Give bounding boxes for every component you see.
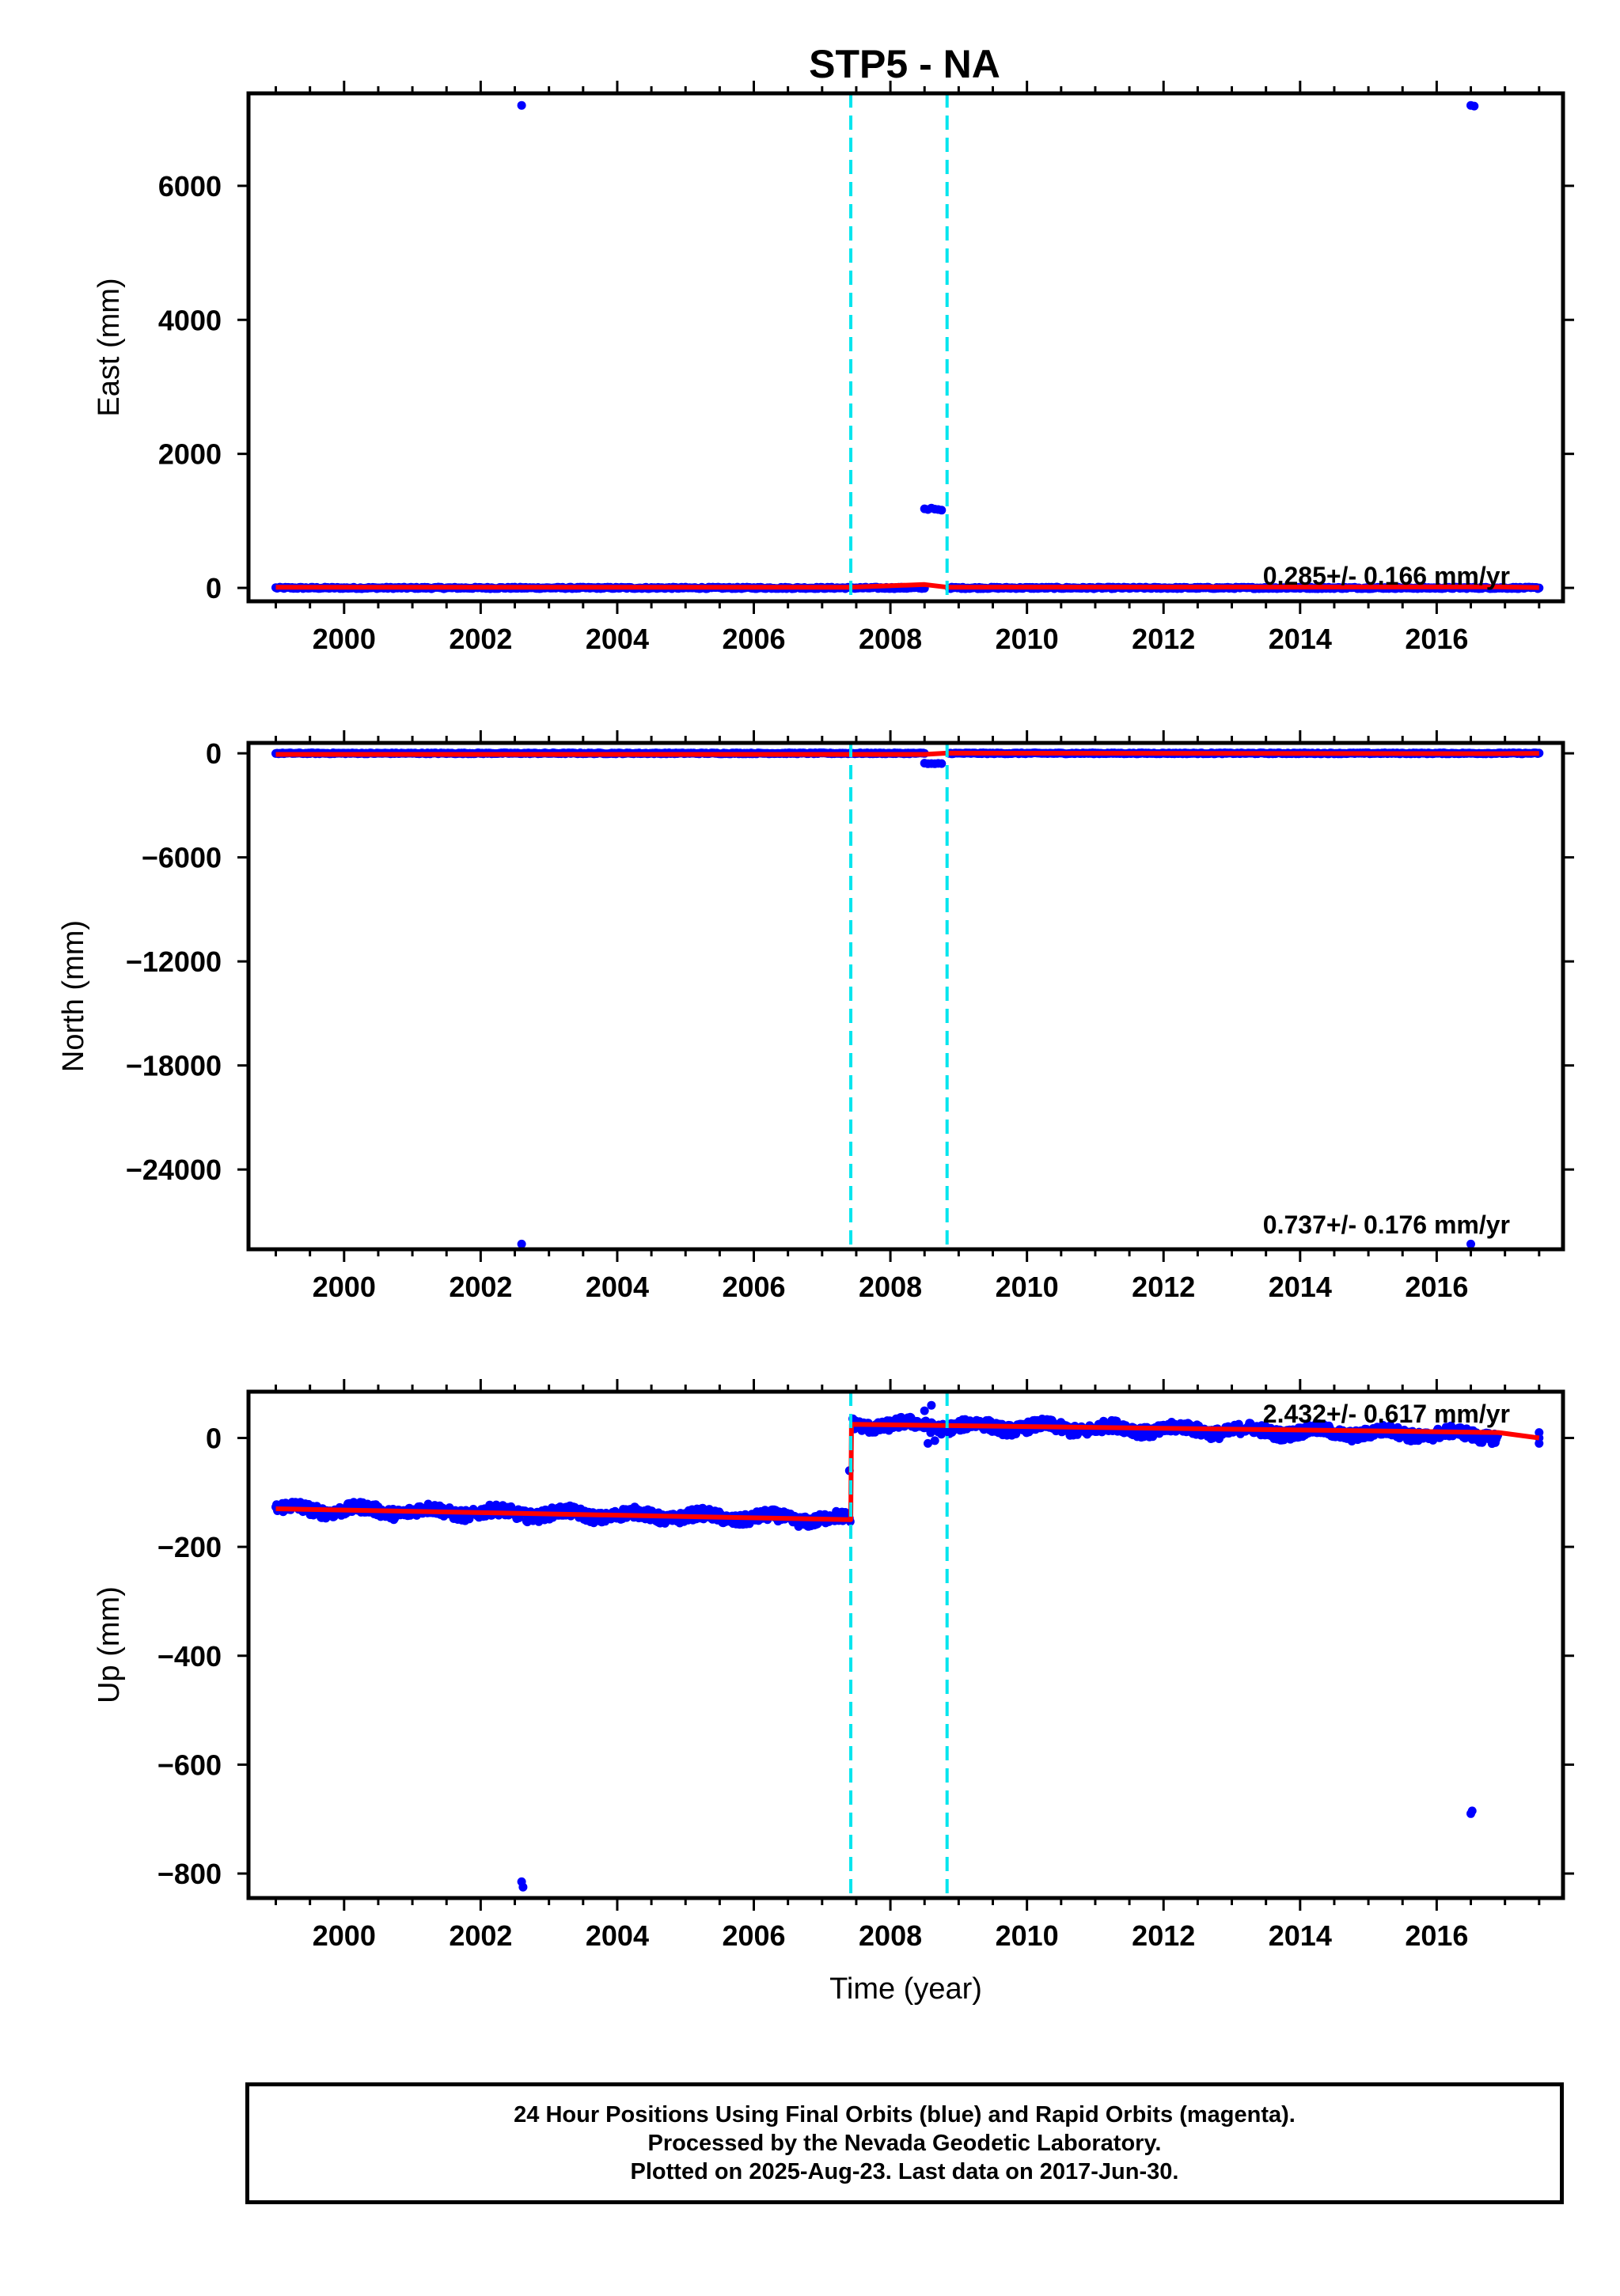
footer-line-3: Plotted on 2025-Aug-23. Last data on 201… — [630, 2159, 1179, 2184]
y-tick-label: 2000 — [158, 438, 222, 471]
outlier-point — [1466, 1239, 1475, 1248]
y-tick-label: 0 — [206, 1422, 222, 1454]
model-line — [275, 750, 1539, 757]
outlier-point — [517, 1239, 526, 1248]
x-axis-label: Time (year) — [829, 1972, 982, 2006]
x-tick-label: 2000 — [313, 1271, 376, 1303]
x-tick-label: 2006 — [722, 1271, 785, 1303]
outlier-point — [518, 1882, 528, 1892]
x-tick-label: 2002 — [449, 623, 512, 655]
x-tick-label: 2002 — [449, 1271, 512, 1303]
y-tick-label: 0 — [206, 737, 222, 770]
outlier-point — [1467, 1806, 1477, 1816]
x-tick-label: 2012 — [1132, 1271, 1195, 1303]
rate-label: 0.285+/- 0.166 mm/yr — [1263, 562, 1510, 590]
plot-frame — [246, 741, 1565, 1252]
chart-title: STP5 - NA — [809, 42, 1000, 86]
x-tick-label: 2000 — [313, 1919, 376, 1952]
plot-frame — [246, 91, 1565, 604]
y-tick-label: −800 — [157, 1858, 222, 1890]
footer-box: 24 Hour Positions Using Final Orbits (bl… — [245, 2082, 1564, 2204]
y-tick-label: −18000 — [126, 1050, 222, 1082]
footer-line-2: Processed by the Nevada Geodetic Laborat… — [647, 2131, 1162, 2156]
rate-label: 0.737+/- 0.176 mm/yr — [1263, 1211, 1510, 1239]
x-tick-label: 2014 — [1269, 1271, 1332, 1303]
y-axis-label: North (mm) — [57, 920, 90, 1072]
x-tick-label: 2012 — [1132, 1919, 1195, 1952]
footer-line-1: 24 Hour Positions Using Final Orbits (bl… — [514, 2102, 1296, 2127]
y-tick-label: −24000 — [126, 1154, 222, 1186]
y-tick-label: −200 — [157, 1531, 222, 1563]
y-tick-label: −6000 — [142, 842, 222, 874]
x-tick-label: 2010 — [996, 623, 1059, 655]
x-tick-label: 2006 — [722, 623, 785, 655]
x-tick-label: 2014 — [1269, 623, 1332, 655]
y-axis-label: East (mm) — [93, 278, 126, 416]
y-tick-label: −12000 — [126, 945, 222, 978]
plot-frame — [246, 1389, 1565, 1900]
outlier-point — [937, 506, 947, 515]
y-tick-label: −400 — [157, 1640, 222, 1673]
y-axis-label: Up (mm) — [93, 1586, 126, 1703]
x-tick-label: 2000 — [313, 623, 376, 655]
x-tick-label: 2008 — [859, 623, 922, 655]
x-tick-label: 2016 — [1405, 1271, 1468, 1303]
x-tick-label: 2012 — [1132, 623, 1195, 655]
x-tick-label: 2004 — [586, 1919, 649, 1952]
x-tick-label: 2010 — [996, 1919, 1059, 1952]
plot-area — [271, 743, 1544, 1249]
y-tick-label: −600 — [157, 1749, 222, 1781]
panel-3: 2000 2002 2004 2006 2008 2010 2012 2014 2016 0 −20… — [93, 1379, 1574, 2006]
outlier-point — [927, 1400, 936, 1410]
model-line — [275, 582, 1539, 590]
x-tick-label: 2004 — [586, 1271, 649, 1303]
outlier-point — [1535, 1438, 1544, 1448]
plot-area — [271, 1392, 1544, 1898]
x-tick-label: 2004 — [586, 623, 649, 655]
y-tick-label: 6000 — [158, 170, 222, 203]
y-tick-label: 4000 — [158, 304, 222, 336]
x-tick-label: 2016 — [1405, 1919, 1468, 1952]
panel-2: 2000 2002 2004 2006 2008 2010 2012 2014 2016 0 −60… — [57, 730, 1574, 1303]
outlier-point — [937, 759, 947, 768]
x-tick-label: 2016 — [1405, 623, 1468, 655]
outlier-point — [920, 1406, 929, 1415]
x-tick-label: 2014 — [1269, 1919, 1332, 1952]
x-tick-label: 2008 — [859, 1919, 922, 1952]
x-tick-label: 2006 — [722, 1919, 785, 1952]
outlier-point — [930, 1436, 939, 1445]
x-tick-label: 2010 — [996, 1271, 1059, 1303]
panel-1: 2000 2002 2004 2006 2008 2010 2012 2014 2016 0 200… — [93, 81, 1574, 655]
outlier-point — [517, 100, 526, 110]
outlier-point — [924, 1438, 932, 1448]
x-tick-label: 2002 — [449, 1919, 512, 1952]
outlier-point — [1535, 1428, 1544, 1438]
rate-label: 2.432+/- 0.617 mm/yr — [1263, 1400, 1510, 1428]
outlier-point — [1470, 101, 1479, 111]
plot-area — [271, 93, 1544, 601]
x-tick-label: 2008 — [859, 1271, 922, 1303]
y-tick-label: 0 — [206, 572, 222, 604]
